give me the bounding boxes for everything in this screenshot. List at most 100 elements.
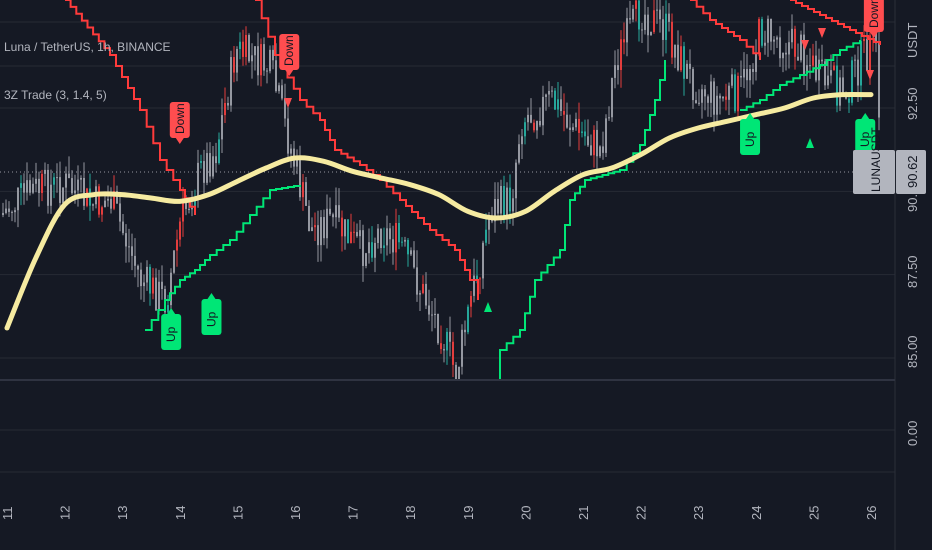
candle-body: [758, 19, 760, 53]
signal-label: Up: [164, 326, 178, 342]
signal-badge: [169, 102, 190, 138]
symbol-legend[interactable]: Luna / TetherUS, 1h, BINANCE: [4, 40, 171, 54]
candle-body: [554, 90, 556, 110]
candle-body: [854, 59, 856, 61]
candle-body: [584, 131, 586, 137]
candle-body: [230, 57, 232, 106]
candle-body: [869, 35, 871, 71]
candle-body: [521, 136, 523, 145]
candle-body: [266, 70, 268, 72]
candle-body: [155, 277, 157, 311]
candle-body: [434, 313, 436, 316]
candle-body: [767, 18, 769, 43]
candle-body: [203, 161, 205, 183]
candle-body: [368, 242, 370, 254]
candle-body: [464, 329, 466, 333]
candle-body: [407, 239, 409, 255]
candle-body: [536, 120, 538, 131]
candle-body: [635, 0, 637, 9]
candle-body: [686, 63, 688, 79]
candle-body: [101, 207, 103, 215]
candle-body: [479, 278, 481, 280]
candle-body: [695, 100, 697, 104]
candle-body: [29, 180, 31, 193]
candle-body: [572, 127, 574, 130]
candle-body: [98, 186, 100, 215]
candle-body: [710, 81, 712, 103]
candle-body: [485, 229, 487, 243]
candle-body: [821, 59, 823, 62]
candle-body: [350, 231, 352, 244]
candle-body: [11, 211, 13, 213]
candle-body: [428, 305, 430, 315]
candle-body: [578, 118, 580, 133]
time-tick-label: 26: [864, 506, 879, 520]
candle-body: [245, 35, 247, 57]
candle-body: [158, 281, 160, 311]
candle-body: [557, 99, 559, 110]
candle-body: [320, 217, 322, 246]
candle-body: [773, 39, 775, 42]
signal-down[interactable]: Down: [169, 102, 190, 144]
candle-body: [140, 269, 142, 287]
candle-body: [860, 41, 862, 86]
candle-body: [92, 204, 94, 206]
candle-body: [737, 75, 739, 112]
candle-body: [791, 28, 793, 43]
candle-body: [416, 267, 418, 295]
candle-body: [740, 75, 742, 78]
time-axis[interactable]: 11 12 13 14 15 16 17 18 19 20 21 22 23 24 25 26: [0, 506, 879, 520]
signal-up[interactable]: Up: [855, 113, 876, 155]
signal-down[interactable]: Down: [863, 0, 884, 38]
candle-body: [71, 178, 73, 194]
indicator-legend[interactable]: 3Z Trade (3, 1.4, 5): [4, 88, 107, 102]
candle-body: [290, 148, 292, 154]
candle-body: [590, 145, 592, 156]
candle-body: [608, 117, 610, 119]
signal-label: Up: [743, 131, 757, 147]
candle-body: [743, 69, 745, 78]
candle-body: [506, 187, 508, 218]
candle-body: [176, 239, 178, 251]
candle-body: [809, 65, 811, 67]
candle-body: [494, 199, 496, 222]
candle-body: [353, 231, 355, 233]
candle-body: [371, 242, 373, 258]
candle-body: [803, 34, 805, 74]
signal-up[interactable]: Up: [161, 308, 182, 350]
candle-body: [362, 230, 364, 266]
candle-body: [473, 275, 475, 296]
candle-body: [587, 136, 589, 146]
candle-body: [599, 146, 601, 157]
signal-down[interactable]: Down: [279, 34, 300, 76]
trail-down-segment: [790, 0, 881, 45]
candle-body: [404, 239, 406, 242]
candle-body: [59, 177, 61, 203]
candle-body: [47, 169, 49, 206]
candle-body: [251, 55, 253, 62]
candle-body: [818, 59, 820, 81]
candle-body: [512, 198, 514, 212]
candle-body: [236, 49, 238, 73]
candle-body: [500, 185, 502, 214]
candlesticks: [2, 0, 880, 380]
candle-body: [62, 187, 64, 203]
signal-up[interactable]: Up: [201, 293, 222, 335]
candle-body: [593, 129, 595, 156]
candle-body: [224, 102, 226, 116]
trail-up-segment: [740, 40, 861, 111]
arrow-down-icon: [801, 40, 809, 50]
candle-body: [797, 56, 799, 61]
candle-body: [107, 198, 109, 201]
candle-body: [239, 41, 241, 50]
candle-body: [611, 77, 613, 118]
signal-up[interactable]: Up: [740, 113, 761, 155]
time-tick-label: 17: [346, 506, 361, 520]
signal-badge: [855, 119, 876, 155]
candle-body: [134, 255, 136, 266]
arrow-down-icon: [818, 28, 826, 38]
time-tick-label: 18: [403, 506, 418, 520]
candle-body: [722, 96, 724, 99]
candle-body: [77, 179, 79, 191]
